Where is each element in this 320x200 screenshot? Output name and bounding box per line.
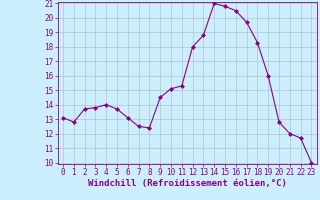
X-axis label: Windchill (Refroidissement éolien,°C): Windchill (Refroidissement éolien,°C) (88, 179, 287, 188)
